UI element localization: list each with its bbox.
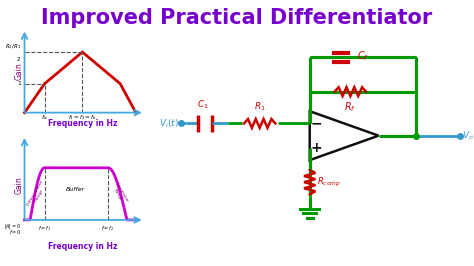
Text: $V_i(t)$: $V_i(t)$ (159, 117, 179, 130)
Text: −: − (311, 117, 322, 130)
Text: $C_1$: $C_1$ (198, 98, 209, 111)
Text: +: + (311, 141, 322, 155)
Text: $f=f_1$: $f=f_1$ (38, 224, 51, 232)
Text: $R_2/R_1$: $R_2/R_1$ (5, 43, 21, 51)
Text: $f=0$: $f=0$ (9, 228, 21, 236)
Text: $C_f$: $C_f$ (356, 49, 369, 63)
Text: $\ \ 2$: $\ \ 2$ (13, 55, 21, 63)
Text: $V_o(t)$: $V_o(t)$ (462, 130, 474, 142)
Text: Gain: Gain (15, 63, 24, 80)
Text: $f_a$: $f_a$ (41, 114, 48, 122)
Text: $f_1 = f_2 = f_b$: $f_1 = f_2 = f_b$ (68, 114, 97, 122)
Text: Differentiator
Range: Differentiator Range (26, 179, 48, 208)
Text: $|A|=0$: $|A|=0$ (4, 222, 21, 231)
Text: Gain: Gain (15, 176, 24, 194)
Text: $R_{comp}$: $R_{comp}$ (317, 176, 340, 189)
Text: $f=f_2$: $f=f_2$ (101, 224, 115, 232)
Text: Improved Practical Differentiator: Improved Practical Differentiator (41, 8, 433, 28)
Text: $R_f$: $R_f$ (345, 100, 356, 114)
Text: $R_1$: $R_1$ (254, 101, 265, 113)
Text: Frequency in Hz: Frequency in Hz (48, 242, 118, 251)
Text: Frequency in Hz: Frequency in Hz (48, 119, 118, 128)
Text: Integrator
Range: Integrator Range (110, 182, 129, 205)
Text: Buffer: Buffer (66, 187, 85, 192)
Text: 1: 1 (18, 81, 21, 86)
